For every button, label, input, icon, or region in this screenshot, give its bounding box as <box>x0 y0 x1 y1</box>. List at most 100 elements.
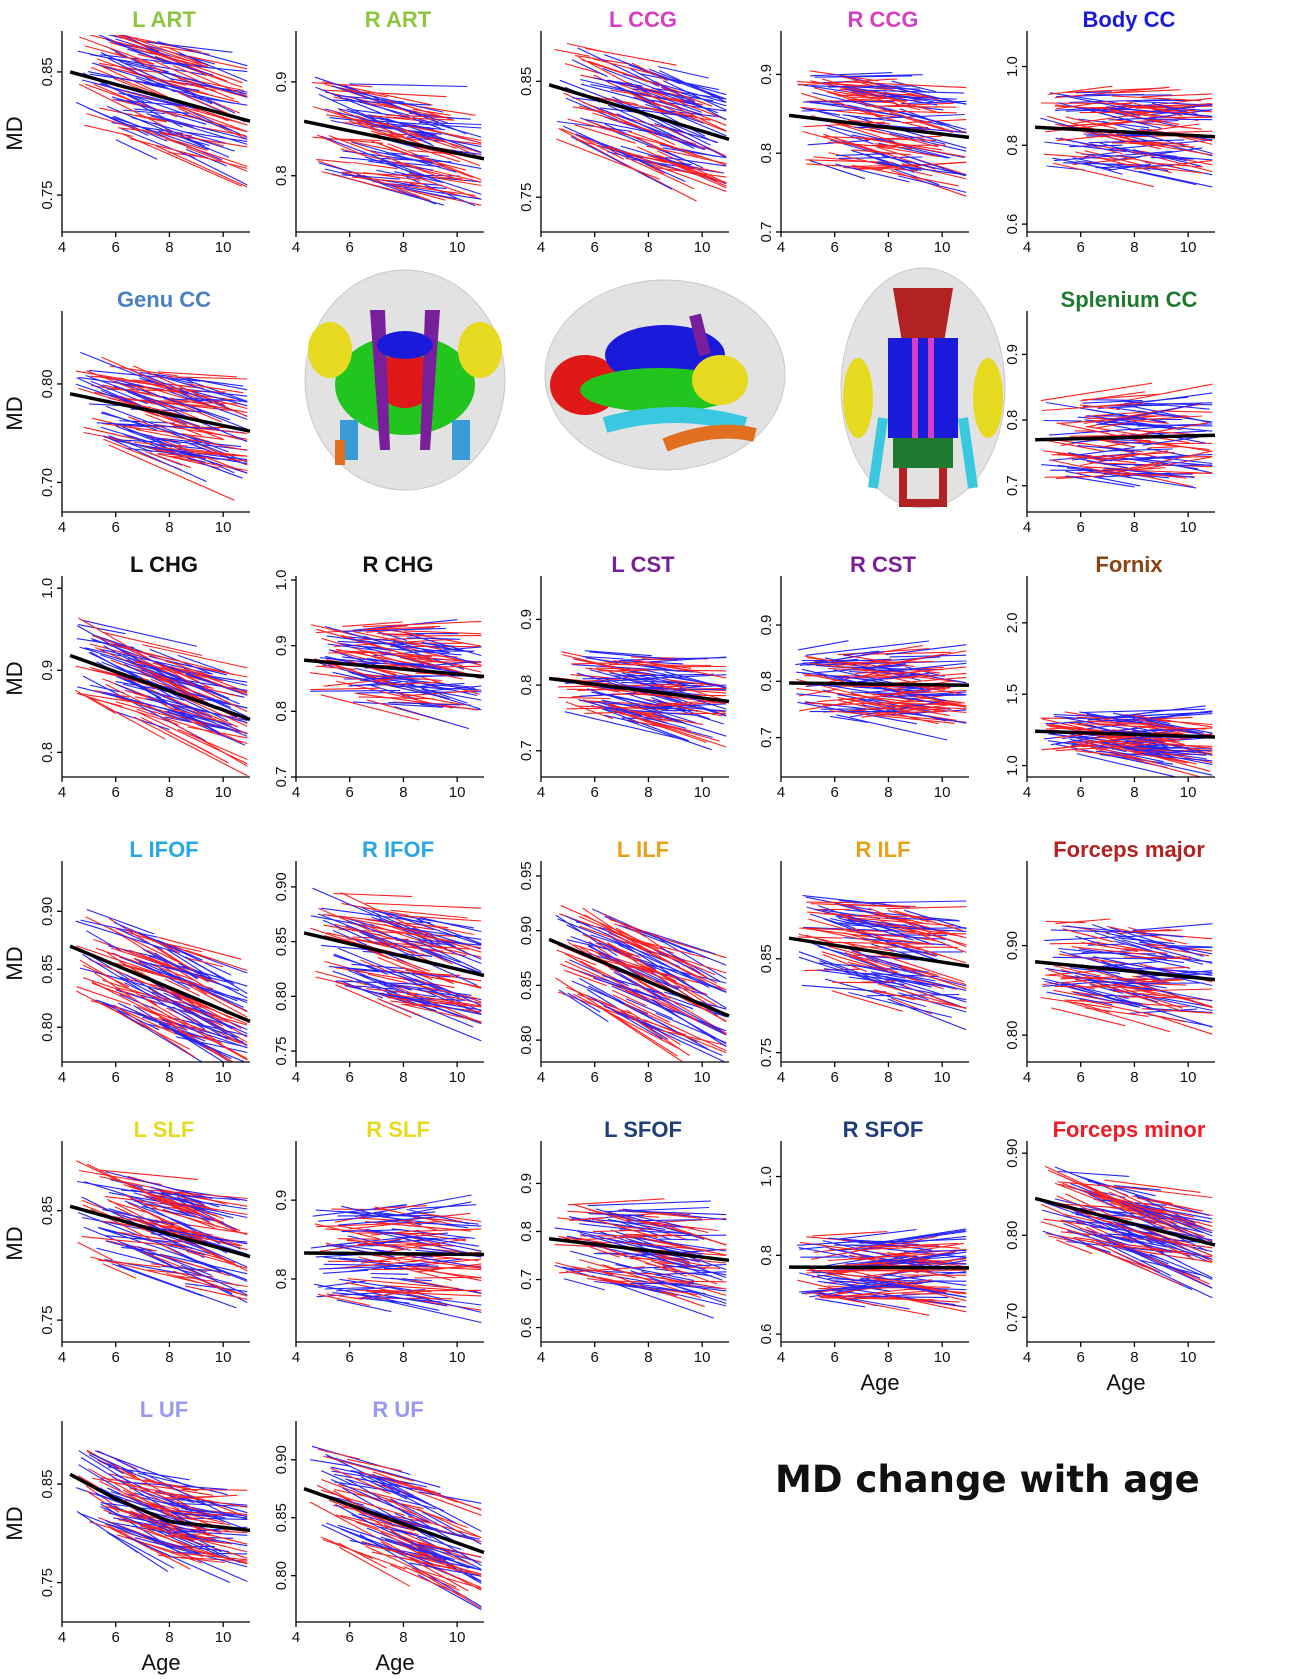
trajectory-line <box>360 1294 482 1324</box>
x-tick-label: 4 <box>58 519 66 536</box>
fit-line <box>788 113 970 140</box>
trajectory-line <box>314 76 356 92</box>
trajectory-line <box>94 375 200 392</box>
trajectory-line <box>102 1263 137 1279</box>
trajectory-line <box>326 635 450 654</box>
chart-panel-19: 4 6 8 10 0.8 0.9 R SLF <box>273 1117 485 1366</box>
trajectory-line <box>1063 95 1133 111</box>
trajectory-line <box>178 694 248 727</box>
trajectory-line <box>331 109 381 132</box>
chart-panel-14: 4 6 8 10 0.75 0.80 0.85 0.90 R IFOF <box>273 837 485 1086</box>
trajectory-line <box>651 166 727 178</box>
trajectory-line <box>105 38 160 61</box>
trajectory-line <box>1079 458 1135 471</box>
chart-panel-22: 4 6 8 10 0.70 0.80 0.90 Forceps minor Age <box>1004 1117 1216 1395</box>
trajectory-line <box>352 119 435 137</box>
trajectory-line <box>316 158 352 164</box>
trajectory-line <box>337 640 405 646</box>
trajectory-line <box>661 87 713 107</box>
trajectory-line <box>856 1289 967 1308</box>
trajectory-line <box>1104 467 1194 478</box>
x-tick-label: 6 <box>591 784 599 801</box>
trajectory-line <box>825 1271 892 1282</box>
x-tick-label: 10 <box>934 784 951 801</box>
trajectory-line <box>165 1190 210 1209</box>
y-tick-label: 0.75 <box>518 183 535 212</box>
trajectory-line <box>1065 470 1141 487</box>
y-tick-label: 0.7 <box>518 1269 535 1290</box>
trajectory-line <box>186 146 248 172</box>
trajectory-line <box>570 136 673 190</box>
trajectory-line <box>835 163 910 183</box>
trajectory-line <box>1091 1240 1161 1273</box>
trajectory-line <box>176 1552 248 1561</box>
trajectory-line <box>830 715 869 724</box>
fit-line <box>1035 729 1216 739</box>
trajectory-line <box>584 650 652 657</box>
trajectory-line <box>591 1275 714 1319</box>
trajectory-line <box>76 986 132 1006</box>
y-tick-label: 0.80 <box>518 1026 535 1055</box>
trajectory-line <box>1054 1182 1105 1204</box>
trajectory-line <box>125 1244 233 1295</box>
y-tick-label: 0.90 <box>273 872 290 901</box>
x-tick-label: 8 <box>1130 784 1138 801</box>
trajectory-line <box>320 694 420 721</box>
trajectory-line <box>868 667 913 671</box>
trajectory-line <box>630 1270 727 1305</box>
trajectory-line <box>810 903 916 907</box>
trajectory-line <box>103 645 150 672</box>
trajectory-line <box>1131 140 1213 156</box>
trajectory-line <box>403 1565 460 1591</box>
trajectory-line <box>318 907 370 931</box>
trajectory-line <box>357 1217 415 1222</box>
trajectory-line <box>568 1198 665 1206</box>
trajectory-line <box>371 1276 432 1282</box>
trajectory-line <box>95 947 146 966</box>
trajectory-line <box>171 1191 205 1206</box>
trajectory-line <box>642 87 727 120</box>
trajectory-line <box>564 953 634 992</box>
trajectory-line <box>1097 1195 1213 1227</box>
fit-line <box>548 83 730 141</box>
x-tick-label: 8 <box>1130 519 1138 536</box>
x-tick-label: 6 <box>112 519 120 536</box>
x-tick-label: 6 <box>1077 784 1085 801</box>
y-tick-label: 0.90 <box>39 897 56 926</box>
subject-trajectories <box>555 904 727 1062</box>
trajectory-line <box>1056 133 1126 142</box>
trajectory-line <box>1124 713 1213 728</box>
y-tick-label: 0.6 <box>1004 214 1021 235</box>
trajectory-line <box>91 385 152 395</box>
y-tick-label: 0.90 <box>1004 1139 1021 1168</box>
trajectory-line <box>1108 1191 1175 1222</box>
trajectory-line <box>103 435 207 483</box>
trajectory-line <box>801 109 851 112</box>
trajectory-line <box>165 729 229 764</box>
trajectory-line <box>374 120 482 154</box>
trajectory-line <box>127 48 214 76</box>
trajectory-line <box>114 962 177 981</box>
trajectory-line <box>564 711 686 741</box>
trajectory-line <box>355 667 478 697</box>
trajectory-line <box>611 96 711 146</box>
trajectory-line <box>799 700 855 712</box>
trajectory-line <box>361 906 482 960</box>
trajectory-line <box>1137 745 1176 749</box>
trajectory-line <box>417 939 482 946</box>
trajectory-line <box>414 922 474 936</box>
trajectory-line <box>902 984 959 1008</box>
trajectory-line <box>349 83 468 88</box>
trajectory-line <box>184 1285 248 1300</box>
fit-line <box>1035 125 1216 139</box>
chart-title: L SFOF <box>604 1117 682 1142</box>
trajectory-line <box>88 1468 191 1526</box>
trajectory-line <box>406 1539 482 1558</box>
trajectory-line <box>607 79 643 87</box>
trajectory-line <box>598 1276 638 1287</box>
x-tick-label: 8 <box>399 1349 407 1366</box>
trajectory-line <box>158 371 238 378</box>
trajectory-line <box>84 45 154 65</box>
trajectory-line <box>79 959 158 1006</box>
trajectory-line <box>129 43 243 84</box>
